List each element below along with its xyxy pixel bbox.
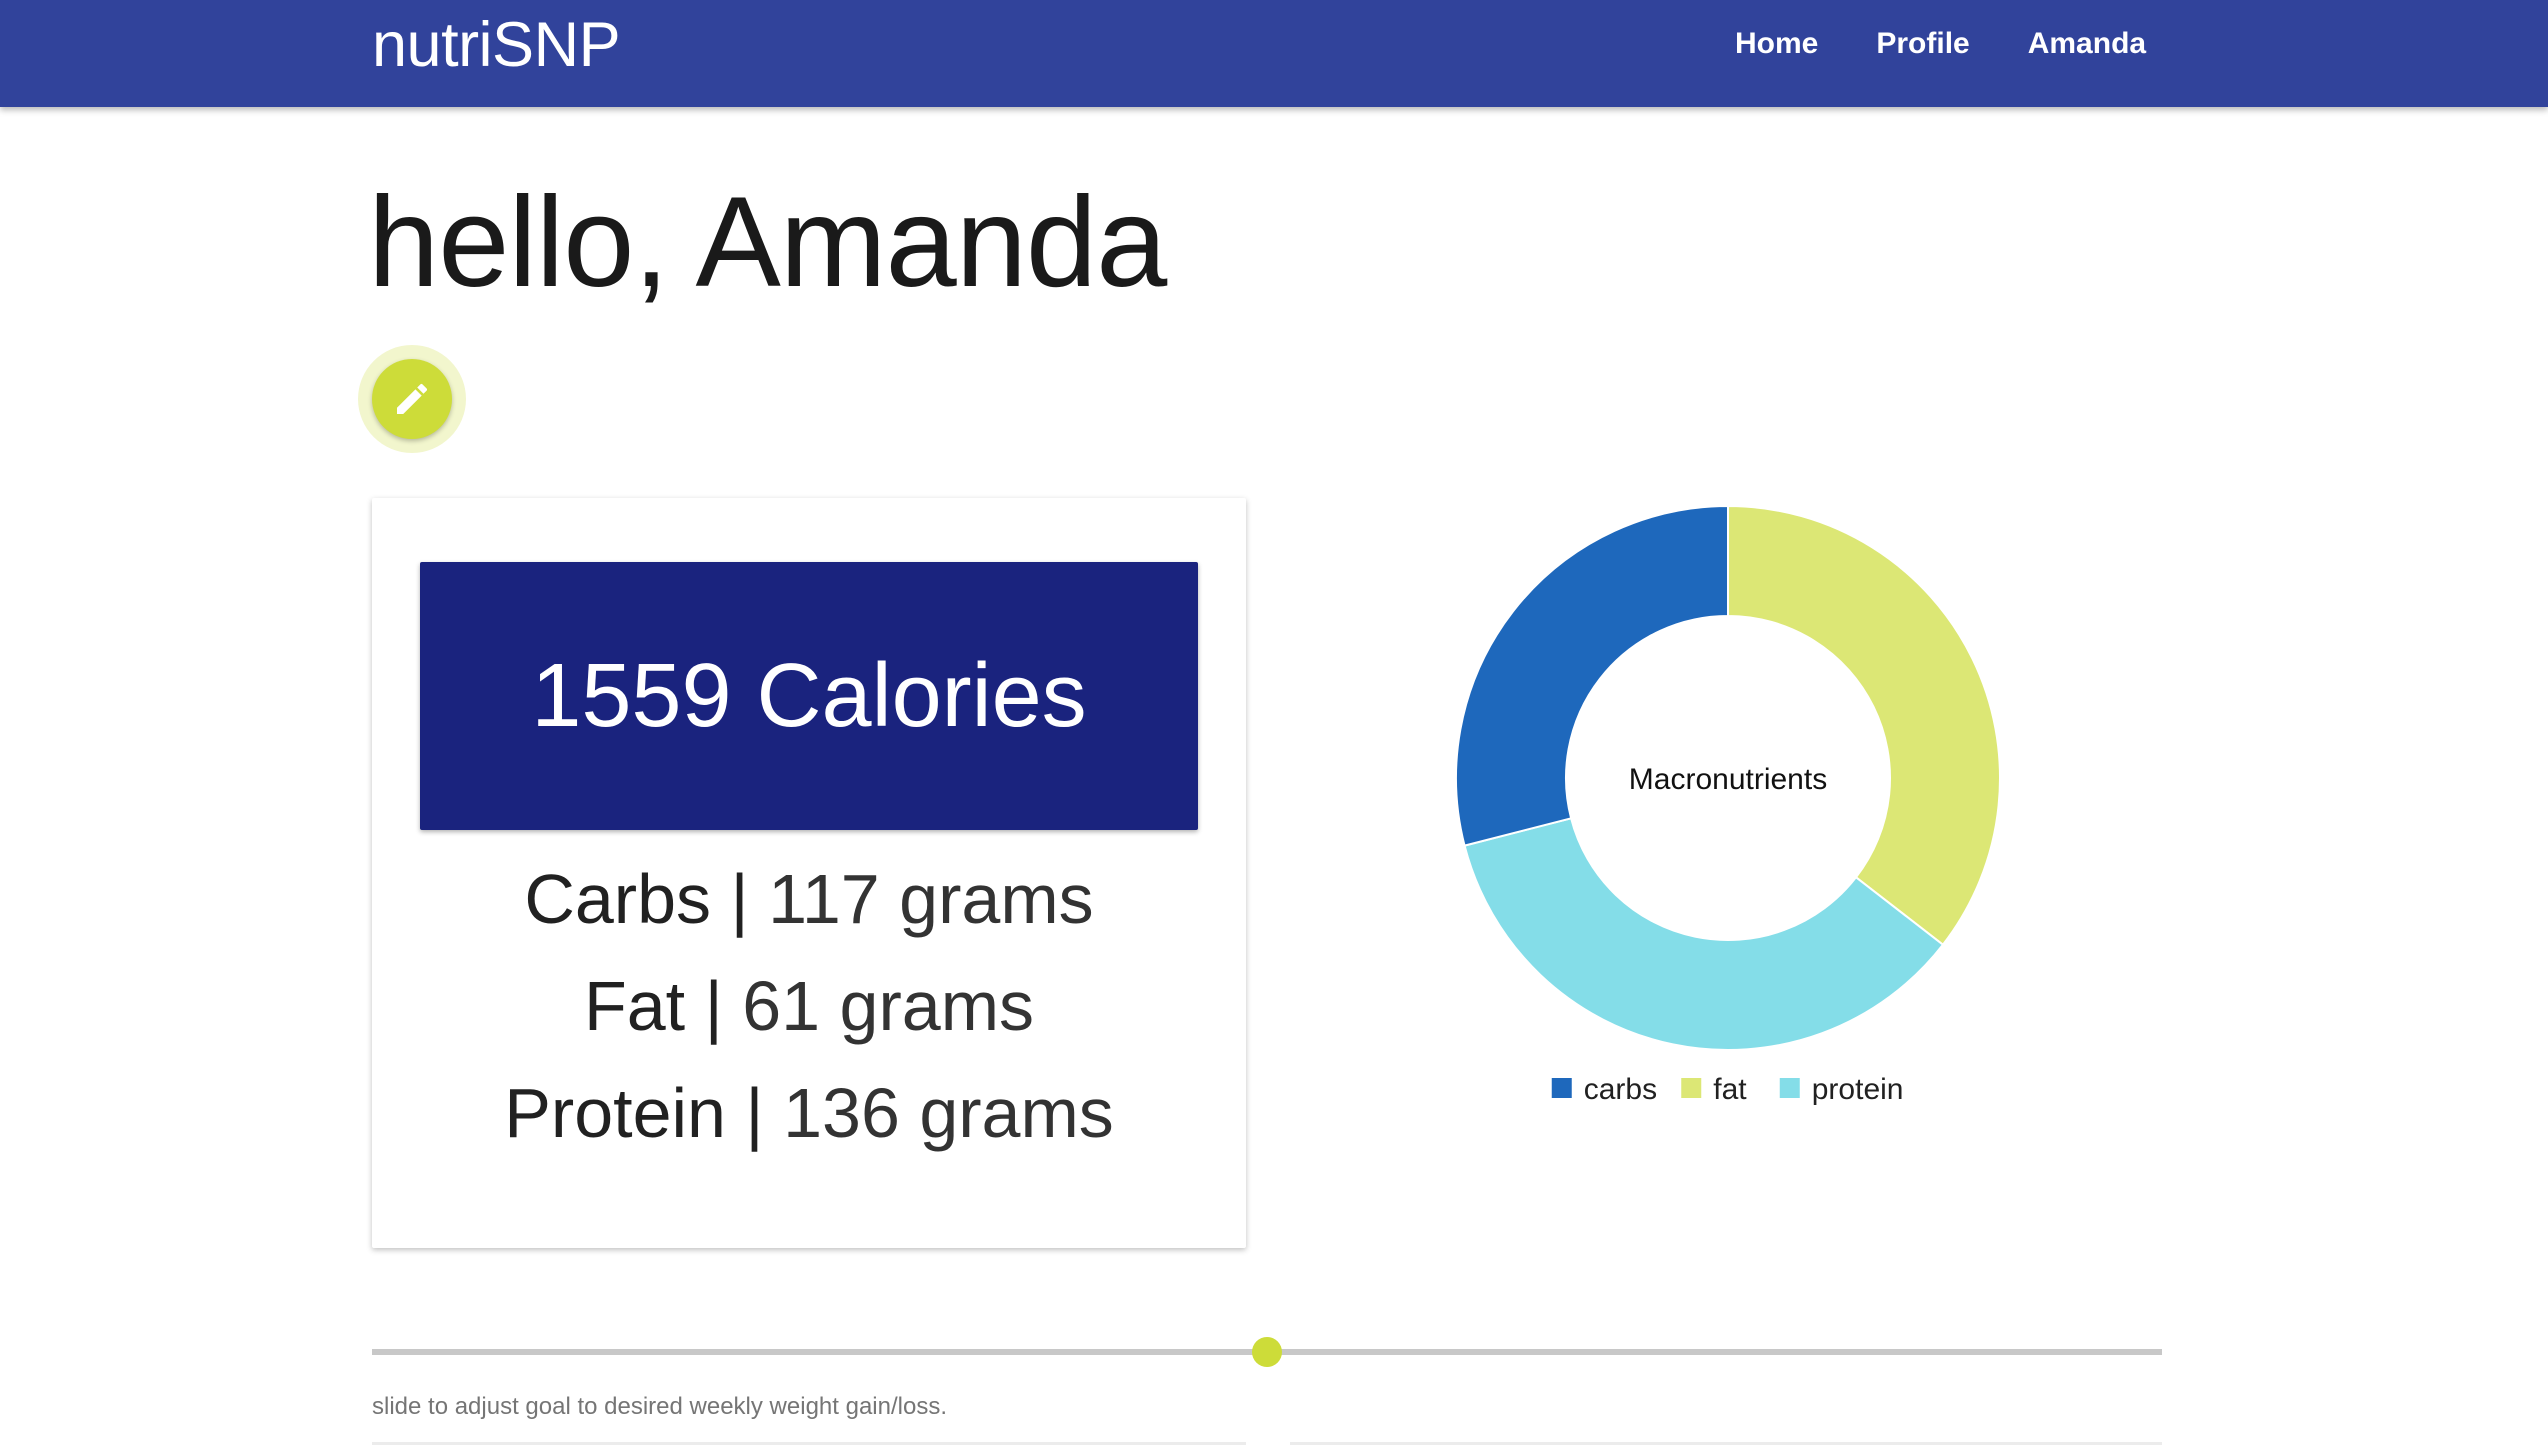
nav-link-profile[interactable]: Profile bbox=[1876, 27, 1970, 60]
slider-thumb[interactable] bbox=[1252, 1337, 1282, 1367]
slider-caption: slide to adjust goal to desired weekly w… bbox=[372, 1393, 947, 1420]
macro-name: Protein bbox=[504, 1074, 726, 1152]
pie-slice-fat[interactable] bbox=[1727, 504, 2001, 947]
macro-separator: | bbox=[725, 1074, 784, 1152]
macro-list: Carbs | 117 grams Fat | 61 grams Protein… bbox=[372, 846, 1246, 1167]
nav-link-home[interactable]: Home bbox=[1735, 27, 1819, 60]
macro-name: Fat bbox=[583, 967, 686, 1045]
page-title: hello, Amanda bbox=[368, 171, 1167, 314]
nav-links: Home Profile Amanda bbox=[1735, 22, 2204, 66]
legend-swatch-fat[interactable] bbox=[1681, 1078, 1702, 1098]
calories-box: 1559 Calories bbox=[420, 562, 1198, 830]
legend-label-protein[interactable]: protein bbox=[1812, 1073, 1904, 1106]
macro-separator: | bbox=[685, 967, 743, 1045]
navbar: nutriSNP Home Profile Amanda bbox=[0, 0, 2548, 107]
nutrition-card: 1559 Calories Carbs | 117 grams Fat | 61… bbox=[372, 498, 1246, 1248]
macro-value: 61 grams bbox=[742, 967, 1035, 1045]
legend-label-fat[interactable]: fat bbox=[1713, 1073, 1747, 1106]
chart-title: Macronutrients bbox=[1629, 763, 1827, 796]
macro-value: 136 grams bbox=[783, 1074, 1114, 1152]
macronutrients-chart: Macronutrients carbs fat protein bbox=[1440, 496, 2020, 1136]
weight-goal-slider[interactable] bbox=[372, 1337, 2162, 1367]
macro-name: Carbs bbox=[524, 860, 712, 938]
legend-label-carbs[interactable]: carbs bbox=[1584, 1073, 1657, 1106]
divider bbox=[372, 1442, 1246, 1445]
edit-button[interactable] bbox=[372, 359, 452, 439]
calories-label: 1559 Calories bbox=[531, 645, 1087, 746]
pie-slice-carbs[interactable] bbox=[1455, 504, 1729, 847]
legend-swatch-carbs[interactable] bbox=[1551, 1078, 1572, 1098]
macro-value: 117 grams bbox=[768, 860, 1094, 938]
pencil-icon bbox=[397, 383, 428, 414]
legend-swatch-protein[interactable] bbox=[1779, 1078, 1800, 1098]
divider bbox=[1290, 1442, 2162, 1445]
macro-separator: | bbox=[711, 860, 769, 938]
macro-row-protein: Protein | 136 grams bbox=[372, 1060, 1246, 1167]
nav-link-user[interactable]: Amanda bbox=[2027, 27, 2147, 60]
brand-logo[interactable]: nutriSNP bbox=[372, 10, 621, 80]
macro-row-fat: Fat | 61 grams bbox=[372, 953, 1246, 1060]
donut-chart-svg: Macronutrients carbs fat protein bbox=[1455, 504, 2001, 1106]
macro-row-carbs: Carbs | 117 grams bbox=[372, 846, 1246, 953]
pie-slice-protein[interactable] bbox=[1463, 817, 1945, 1051]
